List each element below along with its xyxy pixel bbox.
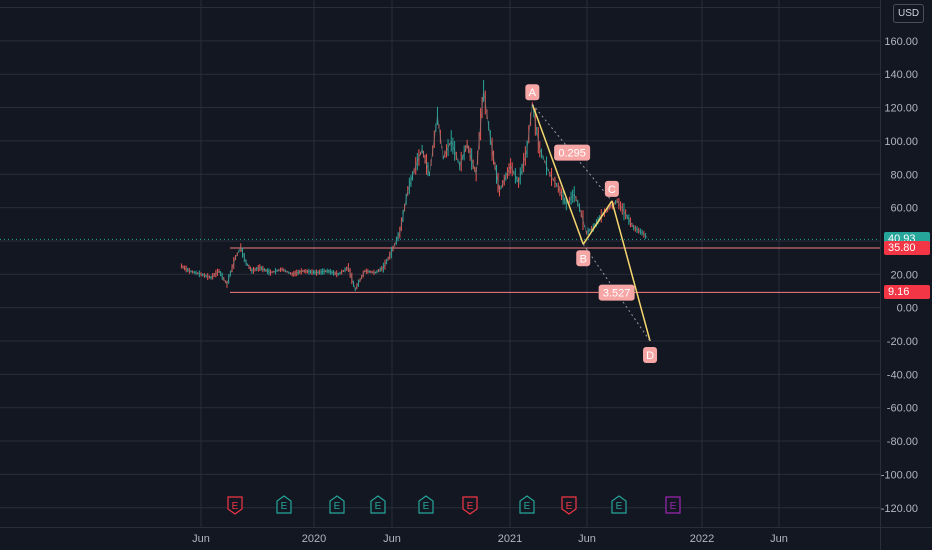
pattern-point-a: A <box>525 84 540 101</box>
pattern-point-box <box>576 250 591 267</box>
pattern-leg-ab <box>531 103 584 245</box>
y-tick-label: -80.00 <box>887 436 918 448</box>
earnings-marker[interactable]: E <box>418 495 434 514</box>
pattern-dotted-ac <box>531 103 613 202</box>
earnings-marker-shape <box>519 495 535 514</box>
earnings-marker-shape <box>370 495 386 514</box>
x-tick-label: Jun <box>192 533 210 545</box>
earnings-marker-shape <box>418 495 434 514</box>
earnings-marker[interactable]: E <box>611 495 627 514</box>
earnings-marker-label: E <box>334 501 341 512</box>
earnings-marker[interactable]: E <box>462 496 478 515</box>
y-tick-label: 120.00 <box>884 103 918 115</box>
y-tick-label: 160.00 <box>884 36 918 48</box>
earnings-marker[interactable]: E <box>370 495 386 514</box>
earnings-marker-label: E <box>467 501 474 512</box>
x-tick-label: 2020 <box>302 533 326 545</box>
pattern-ratio-box <box>554 144 591 161</box>
x-tick-label: Jun <box>770 533 788 545</box>
earnings-marker-label: E <box>616 501 623 512</box>
pattern-ratio-box <box>598 284 635 301</box>
earnings-marker-shape <box>462 496 478 515</box>
y-tick-label: 100.00 <box>884 136 918 148</box>
y-tick-label: -20.00 <box>887 336 918 348</box>
pattern-point-label: A <box>529 87 537 99</box>
pattern-point-d: D <box>643 347 658 363</box>
price-tag: 9.16 <box>884 285 930 300</box>
earnings-marker-label: E <box>524 501 531 512</box>
pattern-point-label: D <box>646 350 654 362</box>
y-tick-label: -40.00 <box>887 369 918 381</box>
earnings-marker-label: E <box>232 501 239 512</box>
x-tick-label: Jun <box>383 533 401 545</box>
pattern-point-box <box>643 347 658 363</box>
earnings-marker[interactable]: E <box>227 496 243 515</box>
earnings-marker[interactable]: E <box>561 496 577 515</box>
y-tick-label: 140.00 <box>884 69 918 81</box>
earnings-marker-shape <box>665 496 681 514</box>
earnings-marker-label: E <box>281 501 288 512</box>
x-tick-label: 2021 <box>498 533 522 545</box>
pattern-ratio: 3.527 <box>598 284 635 301</box>
pattern-ratio: 0.295 <box>554 144 591 161</box>
pattern-point-c: C <box>604 180 619 197</box>
pattern-point-box <box>525 84 540 101</box>
earnings-marker-shape <box>561 496 577 515</box>
earnings-marker-label: E <box>566 501 573 512</box>
earnings-marker[interactable]: E <box>665 496 681 514</box>
earnings-marker-shape <box>276 495 292 514</box>
pattern-point-b: B <box>576 250 591 267</box>
price-tag: 35.80 <box>884 240 930 255</box>
earnings-marker-label: E <box>670 501 677 512</box>
y-tick-label: 60.00 <box>890 203 918 215</box>
y-tick-label: -60.00 <box>887 403 918 415</box>
earnings-marker-shape <box>329 495 345 514</box>
earnings-marker[interactable]: E <box>519 495 535 514</box>
pattern-ratio-label: 3.527 <box>603 288 631 300</box>
pattern-point-label: B <box>580 253 587 265</box>
x-tick-label: 2022 <box>690 533 714 545</box>
earnings-marker-shape <box>611 495 627 514</box>
price-series-line <box>181 90 648 291</box>
pattern-point-box <box>604 180 619 197</box>
earnings-marker-label: E <box>423 501 430 512</box>
y-tick-label: 80.00 <box>890 169 918 181</box>
y-tick-label: 0.00 <box>897 303 918 315</box>
y-tick-label: -100.00 <box>881 469 918 481</box>
earnings-marker[interactable]: E <box>329 495 345 514</box>
y-tick-label: 20.00 <box>890 269 918 281</box>
pattern-leg-bc <box>582 200 613 245</box>
x-tick-label: Jun <box>578 533 596 545</box>
earnings-marker-label: E <box>375 501 382 512</box>
pattern-point-label: C <box>608 184 616 196</box>
currency-label[interactable]: USD <box>893 4 925 23</box>
pattern-ratio-label: 0.295 <box>558 148 586 160</box>
pattern-leg-cd <box>611 200 651 342</box>
earnings-marker[interactable]: E <box>276 495 292 514</box>
earnings-marker-shape <box>227 496 243 515</box>
y-tick-label: -120.00 <box>881 503 918 515</box>
